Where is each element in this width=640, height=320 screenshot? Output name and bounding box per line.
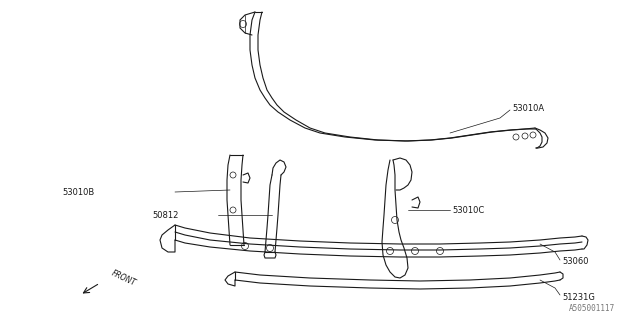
Text: FRONT: FRONT xyxy=(110,268,138,288)
Text: 53060: 53060 xyxy=(562,258,589,267)
Text: 50812: 50812 xyxy=(152,211,179,220)
Text: 53010C: 53010C xyxy=(452,205,484,214)
Text: 51231G: 51231G xyxy=(562,292,595,301)
Text: 53010B: 53010B xyxy=(62,188,94,196)
Text: 53010A: 53010A xyxy=(512,103,544,113)
Text: A505001117: A505001117 xyxy=(569,304,615,313)
